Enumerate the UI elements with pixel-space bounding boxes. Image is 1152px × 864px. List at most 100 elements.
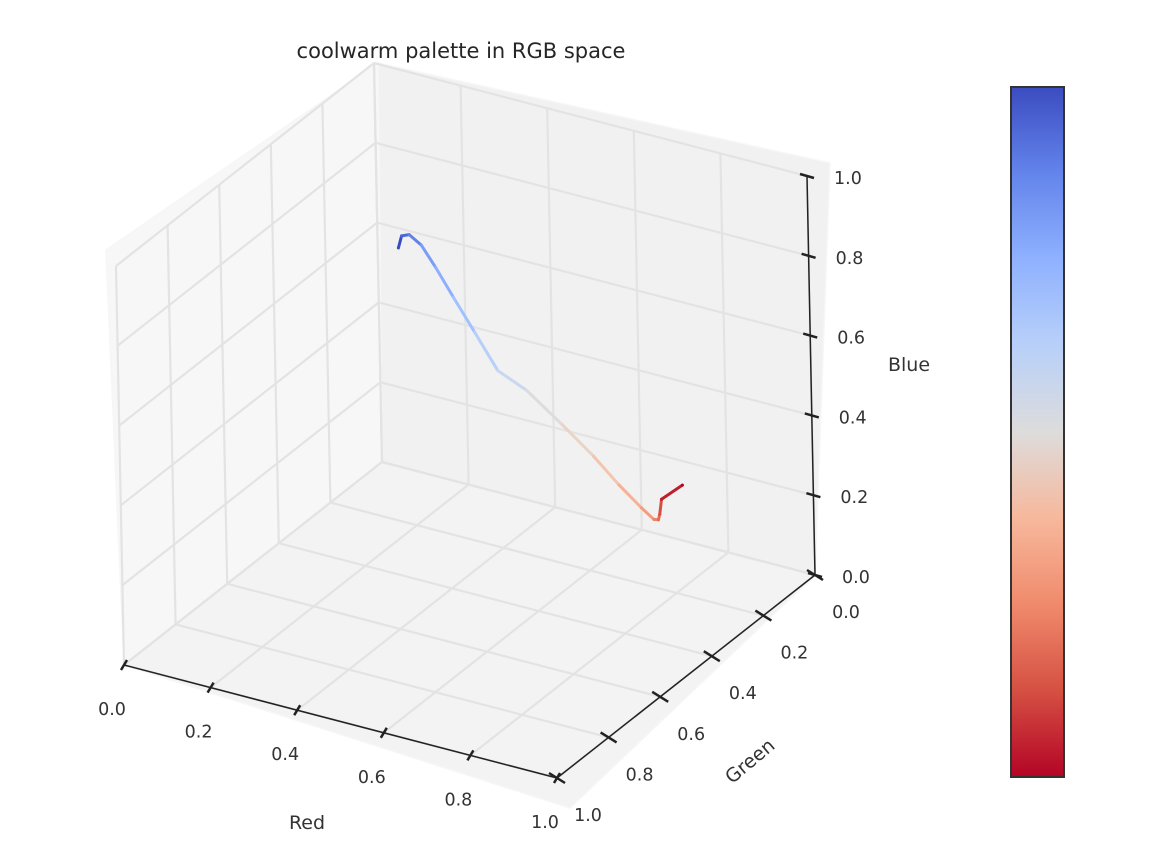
curve-point-15 [658,512,662,516]
y-axis-label: Green [721,734,779,788]
curve-segment-3 [419,243,437,269]
data-curve [396,233,684,522]
y-tick-mark-3 [651,690,669,703]
y-tick-label-1: 0.2 [780,644,808,664]
floor-gridline-green-1 [330,501,764,617]
curve-point-4 [433,265,437,269]
curve-point-5 [451,295,455,299]
back-wall-gridline-blue-3 [376,221,811,337]
curve-point-12 [639,506,643,510]
z-tick-label-0: 0.0 [842,568,870,588]
back-wall-gridline-blue-4 [375,141,809,257]
y-tick-label-3: 0.6 [677,725,705,745]
left-wall-gridline-green-1 [321,103,332,503]
z-tick-mark-1 [806,491,821,499]
x-tick-label-0: 0.0 [98,700,126,720]
y-tick-mark-1 [754,609,773,622]
curve-point-9 [560,423,564,427]
curve-segment-10 [592,454,621,487]
curve-segment-0 [396,234,404,250]
left-wall-gridline-blue-3 [118,221,378,427]
y-tick-mark-2 [703,650,721,663]
curve-segment-4 [433,265,455,299]
floor-gridline-green-2 [278,542,713,658]
back-wall-gridline-red-1 [459,85,470,485]
back-wall-gridline-blue-5 [373,61,808,178]
left-wall-gridline-green-2 [269,144,280,544]
curve-point-6 [473,330,477,334]
z-tick-label-2: 0.4 [839,408,867,428]
curve-segment-11 [617,483,643,510]
curve-segment-5 [451,295,477,334]
curve-point-1 [400,234,404,238]
y-tick-label-5: 1.0 [574,806,602,826]
curve-point-13 [652,517,656,521]
floor-gridline-red-2 [296,506,556,712]
back-wall-gridline-blue-2 [378,301,813,417]
curve-segment-6 [473,330,500,373]
floor-gridline-red-4 [469,551,730,757]
curve-segment-12 [639,506,656,521]
curve-segment-9 [560,423,596,458]
curve-point-3 [419,243,423,247]
left-wall-gridline-blue-0 [123,461,383,666]
chart-title: coolwarm palette in RGB space [297,39,626,63]
y-tick-label-4: 0.8 [626,765,654,785]
x-tick-label-5: 1.0 [531,813,559,833]
y-tick-mark-5 [548,771,566,785]
x-tick-label-1: 0.2 [185,723,213,743]
curve-point-8 [524,388,528,392]
z-tick-label-3: 0.6 [837,329,865,349]
x-tick-label-2: 0.4 [271,745,299,765]
curve-segment-15 [658,497,664,516]
left-wall-gridline-blue-5 [115,62,375,267]
x-tick-label-3: 0.6 [358,768,386,788]
colorbar [1010,86,1065,778]
curve-point-16 [660,497,664,501]
back-wall-gridline-red-0 [372,62,384,463]
left-wall-gridline-green-3 [218,184,229,584]
curve-segment-8 [524,388,564,427]
x-tick-mark-1 [206,681,215,694]
curve-point-14 [656,518,660,522]
z-tick-label-5: 1.0 [834,169,862,189]
curve-point-10 [592,454,596,458]
left-wall-gridline-blue-4 [116,141,377,347]
x-tick-label-4: 0.8 [444,790,472,810]
z-tick-mark-3 [802,332,818,339]
y-tick-label-2: 0.4 [729,684,757,704]
curve-point-0 [396,246,400,250]
x-tick-mark-4 [466,749,475,762]
curve-point-2 [407,233,411,237]
z-tick-mark-0 [807,571,823,579]
z-tick-mark-5 [799,172,815,180]
curve-segment-2 [407,233,423,247]
x-tick-mark-0 [119,659,129,671]
back-wall-gridline-blue-1 [380,381,814,497]
z-axis-label: Blue [888,354,930,376]
back-wall-gridline-red-3 [632,130,643,530]
curve-point-11 [617,483,621,487]
z-axis-line [806,175,816,576]
z-tick-mark-2 [804,412,820,419]
floor-gridline-green-4 [175,623,609,739]
back-wall-gridline-red-4 [719,153,730,553]
y-tick-label-0: 0.0 [832,603,860,623]
back-wall-gridline-red-2 [546,108,557,508]
x-axis-line [123,664,558,779]
left-wall-gridline-green-5 [114,265,126,666]
z-tick-label-4: 0.8 [836,249,864,269]
z-tick-mark-4 [801,252,816,260]
floor-gridline-red-3 [383,528,643,734]
curve-segment-16 [660,483,684,501]
x-tick-mark-2 [293,704,302,716]
y-tick-mark-4 [599,731,618,744]
axes [119,172,824,785]
y-axis-line [556,574,816,779]
floor-gridline-red-1 [209,483,470,689]
z-tick-label-1: 0.2 [840,488,868,508]
curve-point-17 [680,483,684,487]
curve-segment-7 [496,369,528,392]
x-axis-label: Red [289,812,325,834]
